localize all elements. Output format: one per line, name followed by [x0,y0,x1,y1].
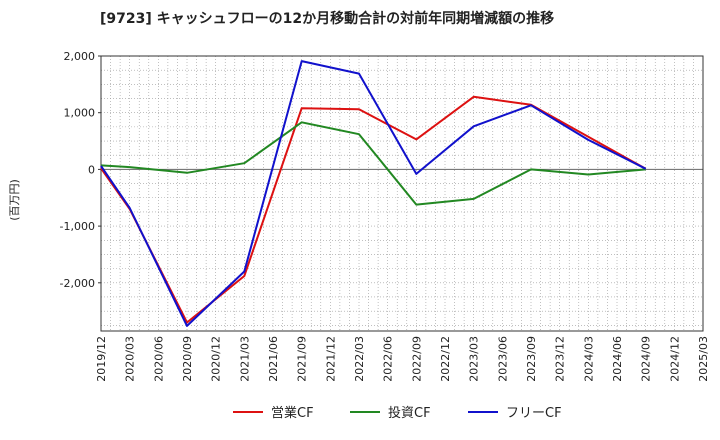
x-tick-label: 2022/06 [382,336,395,382]
plot-frame [100,55,704,332]
legend-label: 投資CF [388,405,431,421]
x-tick-label: 2024/06 [611,336,624,382]
legend: 営業CF 投資CF フリーCF [233,405,562,421]
x-tick-label: 2021/03 [238,336,251,382]
y-tick-label: 2,000 [64,50,96,63]
grid-lines [100,55,704,331]
x-tick-label: 2021/09 [296,336,309,382]
series-lines [100,60,647,327]
x-tick-label: 2025/03 [697,336,710,382]
y-tick-label: 0 [88,163,95,176]
x-tick-label: 2020/06 [152,336,165,382]
x-tick-label: 2024/09 [640,336,653,382]
y-tick-label: -1,000 [60,220,95,233]
chart-title: [9723] キャッシュフローの12か月移動合計の対前年同期増減額の推移 [100,10,554,27]
x-tick-label: 2022/03 [353,336,366,382]
x-tick-label: 2023/12 [554,336,567,382]
x-tick-labels: 2019/12 2020/03 2020/06 2020/09 2020/12 2021/… [95,336,710,382]
x-tick-label: 2024/12 [668,336,681,382]
series-line-営業CF [100,95,647,324]
x-tick-label: 2023/06 [496,336,509,382]
y-tick-label: -2,000 [60,277,95,290]
x-tick-label: 2021/12 [324,336,337,382]
x-tick-label: 2020/09 [181,336,194,382]
x-tick-label: 2023/03 [468,336,481,382]
y-axis-label: (百万円) [8,179,21,221]
x-tick-label: 2023/09 [525,336,538,382]
x-tick-label: 2024/03 [582,336,595,382]
x-tick-label: 2020/03 [124,336,137,382]
axes [100,55,704,332]
x-tick-label: 2019/12 [95,336,108,382]
x-tick-label: 2022/12 [439,336,452,382]
y-tick-labels: 2,000 1,000 0 -1,000 -2,000 [60,50,101,290]
legend-label: フリーCF [506,406,562,421]
x-tick-label: 2020/12 [210,336,223,382]
y-tick-label: 1,000 [64,107,96,120]
series-line-投資CF [100,121,646,206]
x-tick-label: 2021/06 [267,336,280,382]
x-tick-label: 2022/09 [410,336,423,382]
legend-label: 営業CF [271,405,314,421]
series-line-フリーCF [100,60,647,327]
